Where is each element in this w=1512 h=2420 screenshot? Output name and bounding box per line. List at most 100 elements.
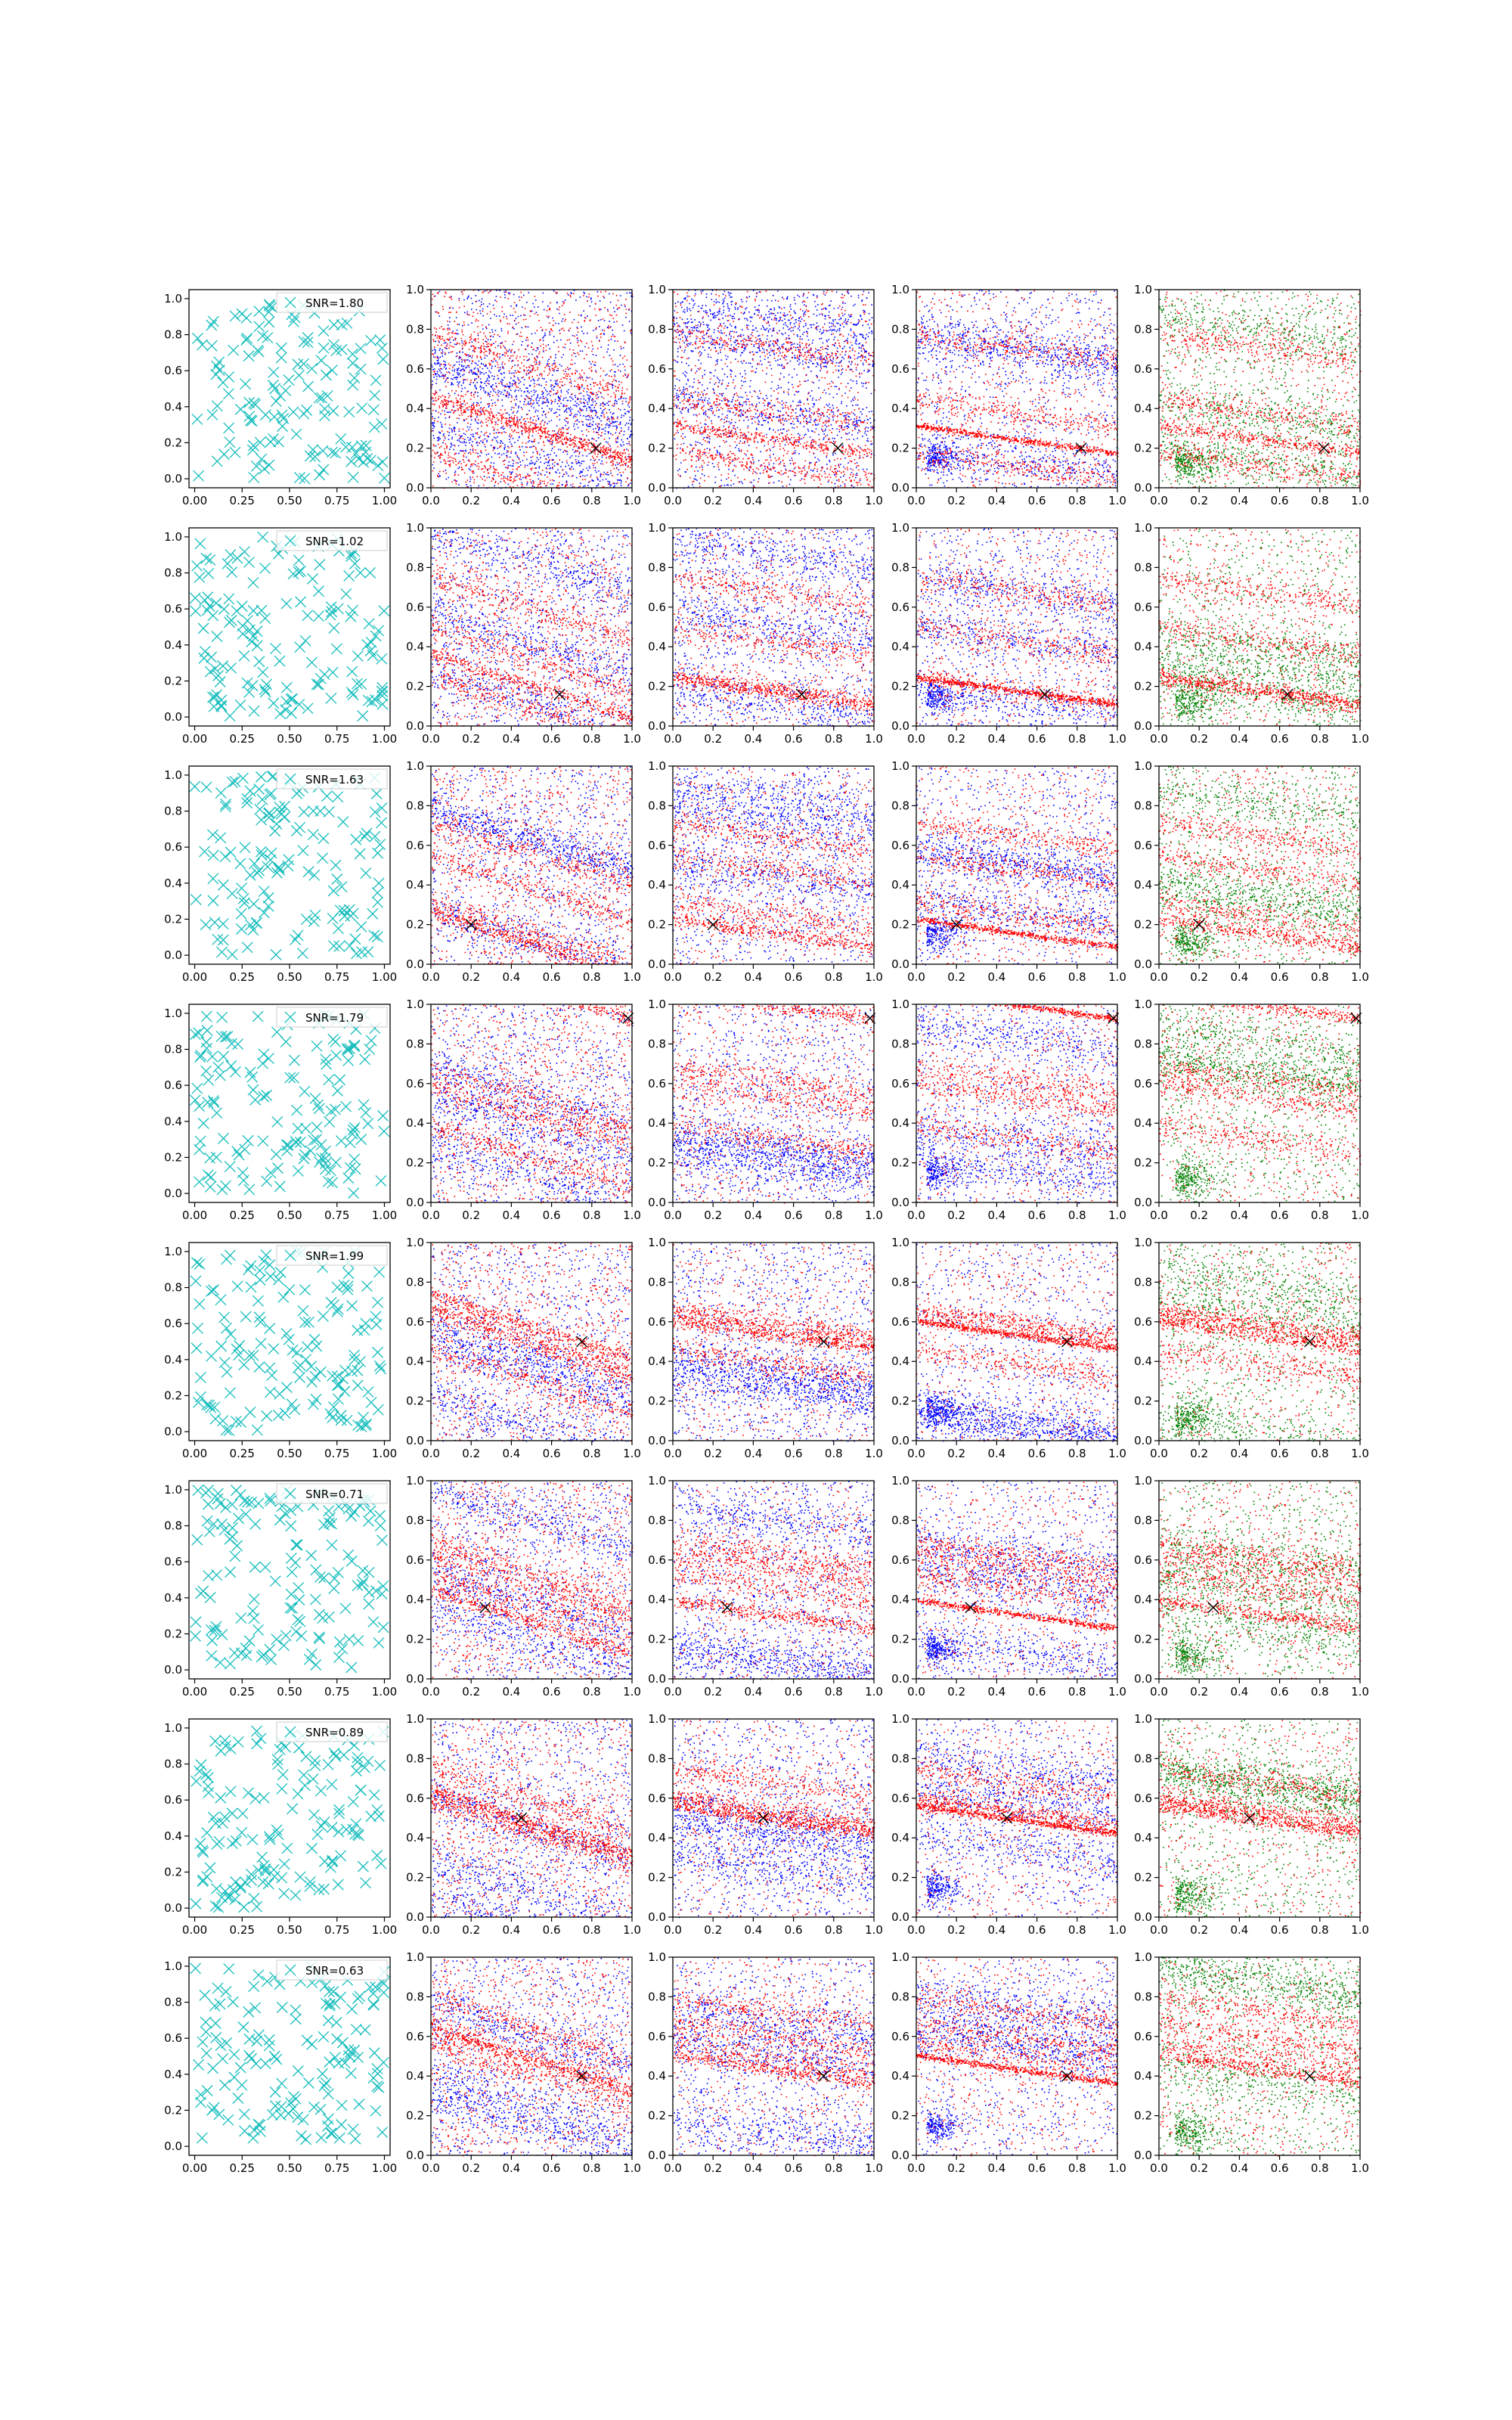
target-point	[349, 1039, 361, 1051]
target-point	[258, 907, 270, 919]
target-point	[206, 1634, 218, 1646]
target-point	[258, 1255, 270, 1267]
red-series	[431, 767, 634, 966]
target-point	[333, 1652, 345, 1664]
target-point	[367, 1616, 380, 1628]
y-tick-label: 0.2	[164, 1865, 182, 1879]
target-point	[363, 1598, 375, 1610]
y-tick-label: 0.4	[891, 1354, 909, 1368]
y-tick-label: 0.4	[891, 878, 909, 892]
target-point	[342, 1280, 354, 1292]
target-point	[226, 1038, 237, 1050]
target-point	[243, 1264, 255, 1276]
target-point	[253, 1361, 265, 1373]
target-point	[205, 1624, 217, 1636]
target-point	[232, 1038, 244, 1050]
target-point	[368, 929, 380, 942]
target-point	[203, 600, 215, 612]
snr-label: SNR=0.71	[305, 1488, 364, 1501]
target-point	[253, 864, 265, 876]
target-point	[200, 1010, 212, 1022]
x-tick-label: 1.0	[865, 970, 883, 984]
x-tick-label: 1.0	[623, 1685, 641, 1699]
target-point	[201, 2085, 213, 2096]
target-point	[294, 1137, 306, 1148]
target-point	[319, 1163, 331, 1175]
y-tick-label: 0.0	[891, 1434, 909, 1447]
target-point	[314, 2103, 327, 2115]
marker-point	[721, 1602, 733, 1614]
blue-series	[673, 528, 875, 728]
target-point	[328, 1747, 340, 1759]
x-tick-label: 0.4	[744, 494, 762, 507]
y-tick-label: 1.0	[891, 997, 909, 1011]
target-point	[307, 1398, 319, 1410]
target-point	[287, 1602, 299, 1614]
target-point	[330, 859, 342, 871]
y-tick-label: 0.6	[891, 1077, 909, 1091]
target-point	[263, 2040, 275, 2052]
green-series	[1159, 1719, 1362, 1919]
axes-frame	[916, 1718, 1118, 1918]
target-point	[200, 1036, 212, 1048]
target-point	[201, 604, 213, 616]
axes-frame	[1158, 765, 1361, 965]
panel-r3-c3: 0.0 0.2 0.4 0.6 0.8 1.00.00.20.40.60.81.0	[648, 759, 883, 984]
target-point	[326, 1539, 338, 1551]
y-tick-label: 0.8	[1134, 322, 1152, 336]
x-tick-label: 0.50	[277, 494, 302, 507]
target-point	[244, 1407, 256, 1418]
target-point	[268, 697, 280, 709]
target-point	[234, 858, 246, 870]
x-tick-label: 0.4	[987, 970, 1005, 984]
marker-point	[1318, 442, 1330, 455]
target-point	[276, 409, 288, 421]
x-tick-label: 0.00	[182, 1685, 207, 1699]
y-tick-label: 1.0	[164, 1959, 182, 1973]
y-tick-label: 0.6	[406, 839, 424, 852]
target-point	[359, 830, 370, 842]
y-tick-label: 0.8	[648, 322, 666, 336]
target-point	[347, 379, 359, 391]
x-tick-label: 1.0	[623, 1923, 641, 1937]
target-point	[193, 1027, 205, 1039]
target-point	[328, 339, 340, 351]
target-point	[283, 854, 295, 866]
axes-frame	[430, 527, 633, 727]
target-point	[221, 2037, 233, 2049]
target-point	[240, 334, 253, 346]
x-tick-label: 0.0	[1150, 1685, 1168, 1699]
target-point	[343, 406, 355, 417]
target-point	[200, 2026, 212, 2038]
target-point	[372, 1296, 384, 1308]
target-point	[237, 892, 249, 904]
target-point	[335, 1135, 347, 1147]
x-tick-label: 1.0	[623, 494, 641, 507]
green-series	[1159, 1004, 1362, 1204]
y-tick-label: 0.2	[164, 1388, 182, 1402]
target-point	[344, 940, 355, 952]
axes-frame	[916, 1004, 1118, 1203]
blue-series	[431, 1957, 634, 2157]
target-point	[224, 1161, 236, 1172]
target-point	[240, 312, 253, 324]
target-point	[360, 1419, 372, 1432]
target-point	[352, 2052, 364, 2063]
x-tick-label: 1.00	[372, 732, 397, 746]
target-point	[338, 1749, 350, 1761]
target-point	[269, 2086, 281, 2098]
target-point	[370, 788, 383, 800]
y-tick-label: 0.4	[648, 1116, 666, 1130]
target-point	[259, 463, 271, 475]
target-point	[211, 400, 223, 412]
blue-series	[916, 1957, 1119, 2155]
target-point	[368, 2047, 380, 2059]
target-point	[364, 455, 376, 467]
target-point	[370, 374, 382, 386]
target-point	[244, 1066, 256, 1078]
target-point	[195, 1759, 207, 1771]
target-point	[309, 1760, 321, 1772]
y-tick-label: 1.0	[891, 1474, 909, 1488]
target-point	[203, 1074, 215, 1086]
y-tick-label: 0.0	[648, 957, 666, 971]
